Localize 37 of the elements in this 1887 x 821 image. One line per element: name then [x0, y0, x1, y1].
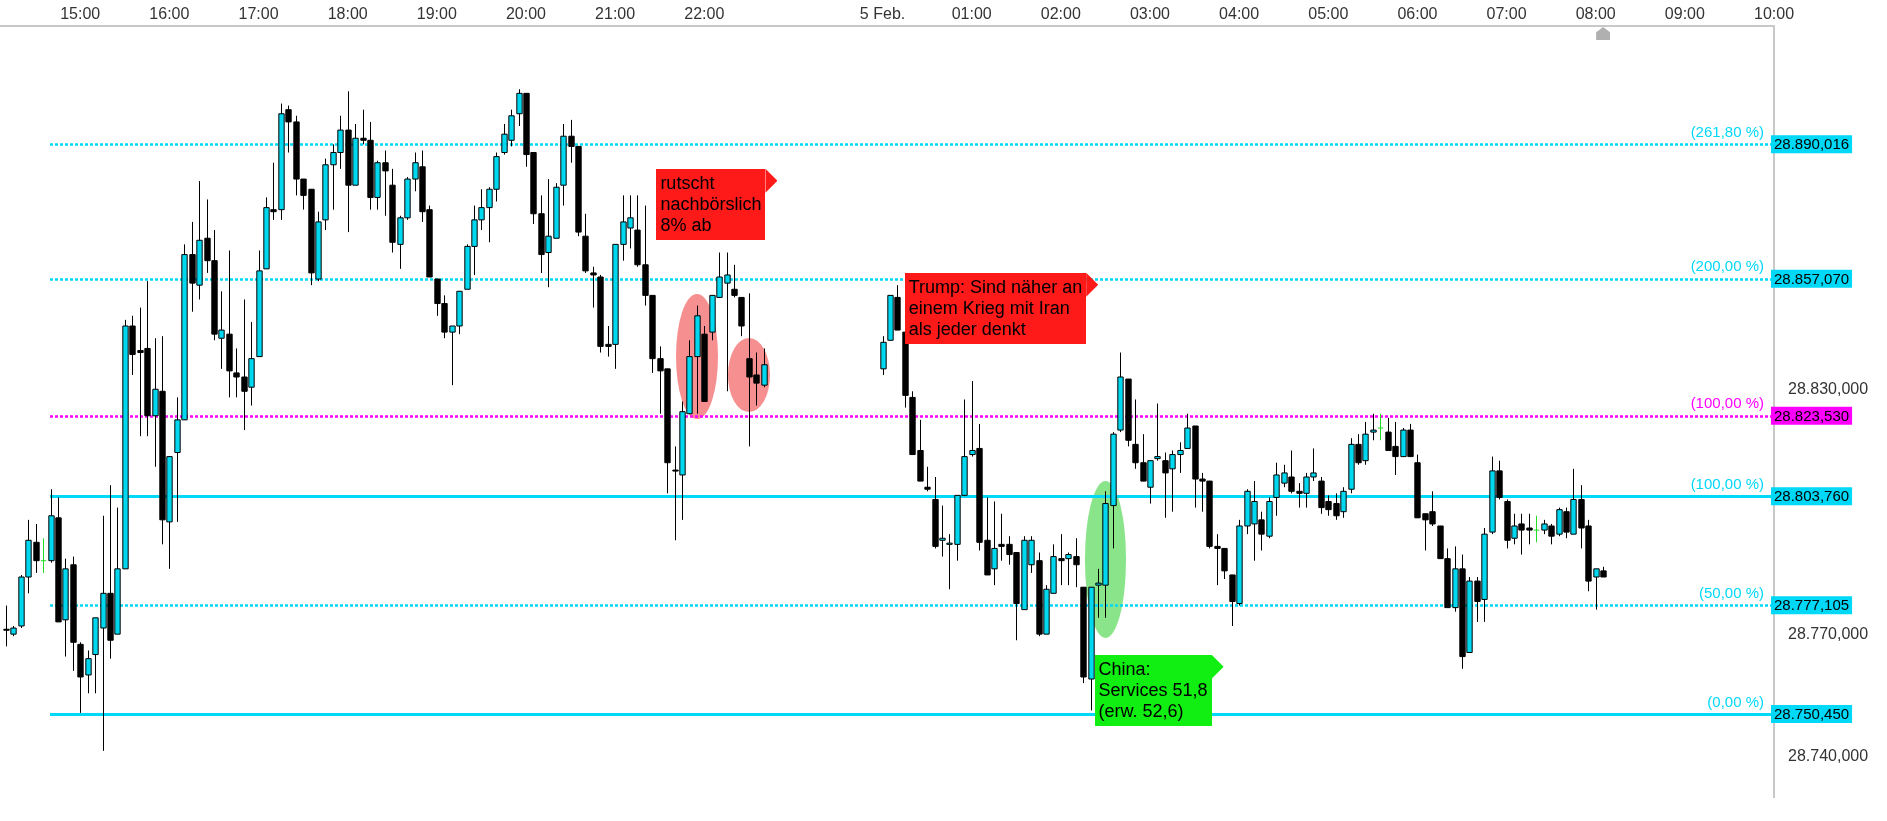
x-tick-label: 10:00 — [1753, 4, 1795, 22]
ref-line-label: 28.750,450 — [1774, 705, 1850, 723]
x-tick-label: 08:00 — [1575, 4, 1616, 22]
annotation: (261,80 %) — [1690, 122, 1764, 140]
annotation: (100,00 %) — [1690, 394, 1764, 412]
flag-callout: Trump: Sind näher an einem Krieg mit Iran als jeder denkt — [904, 272, 1099, 344]
x-tick-label: 06:00 — [1397, 4, 1438, 22]
x-tick-label: 21:00 — [595, 4, 636, 22]
x-tick-label: 09:00 — [1664, 4, 1705, 22]
x-tick-label: 05:00 — [1308, 4, 1349, 22]
ref-line-label: 28.803,760 — [1774, 487, 1850, 505]
x-tick-label: 02:00 — [1040, 4, 1081, 22]
x-tick-label: 07:00 — [1486, 4, 1527, 22]
x-tick-label: 03:00 — [1129, 4, 1171, 22]
x-tick-label: 19:00 — [416, 4, 457, 22]
x-tick-label: 18:00 — [327, 4, 368, 22]
annotation: (100,00 %) — [1690, 474, 1764, 492]
annotation: (0,00 %) — [1707, 692, 1764, 710]
flag-callout: China: Services 51,8 (erw. 52,6) — [1094, 654, 1224, 726]
ref-line-label: 28.823,530 — [1774, 406, 1850, 424]
y-tick-label: 28.830,000 — [1788, 379, 1869, 397]
flag-callout: rutscht nachbörslich 8% ab — [656, 168, 778, 240]
ref-line-label: 28.857,070 — [1774, 269, 1850, 287]
x-tick-label: 04:00 — [1219, 4, 1260, 22]
annotation: (200,00 %) — [1690, 257, 1764, 275]
x-tick-label: 17:00 — [238, 4, 279, 22]
ref-line-label: 28.777,105 — [1774, 596, 1850, 614]
x-tick-label: 01:00 — [951, 4, 992, 22]
x-tick-label: 5 Feb. — [859, 4, 906, 22]
annotation: (50,00 %) — [1698, 583, 1764, 601]
x-tick-label: 16:00 — [149, 4, 190, 22]
y-tick-label: 28.740,000 — [1788, 746, 1869, 764]
x-tick-label: 15:00 — [60, 4, 101, 22]
y-tick-label: 28.770,000 — [1788, 624, 1869, 642]
ref-line-label: 28.890,016 — [1774, 135, 1850, 153]
x-tick-label: 20:00 — [505, 4, 547, 22]
x-tick-label: 22:00 — [684, 4, 725, 22]
